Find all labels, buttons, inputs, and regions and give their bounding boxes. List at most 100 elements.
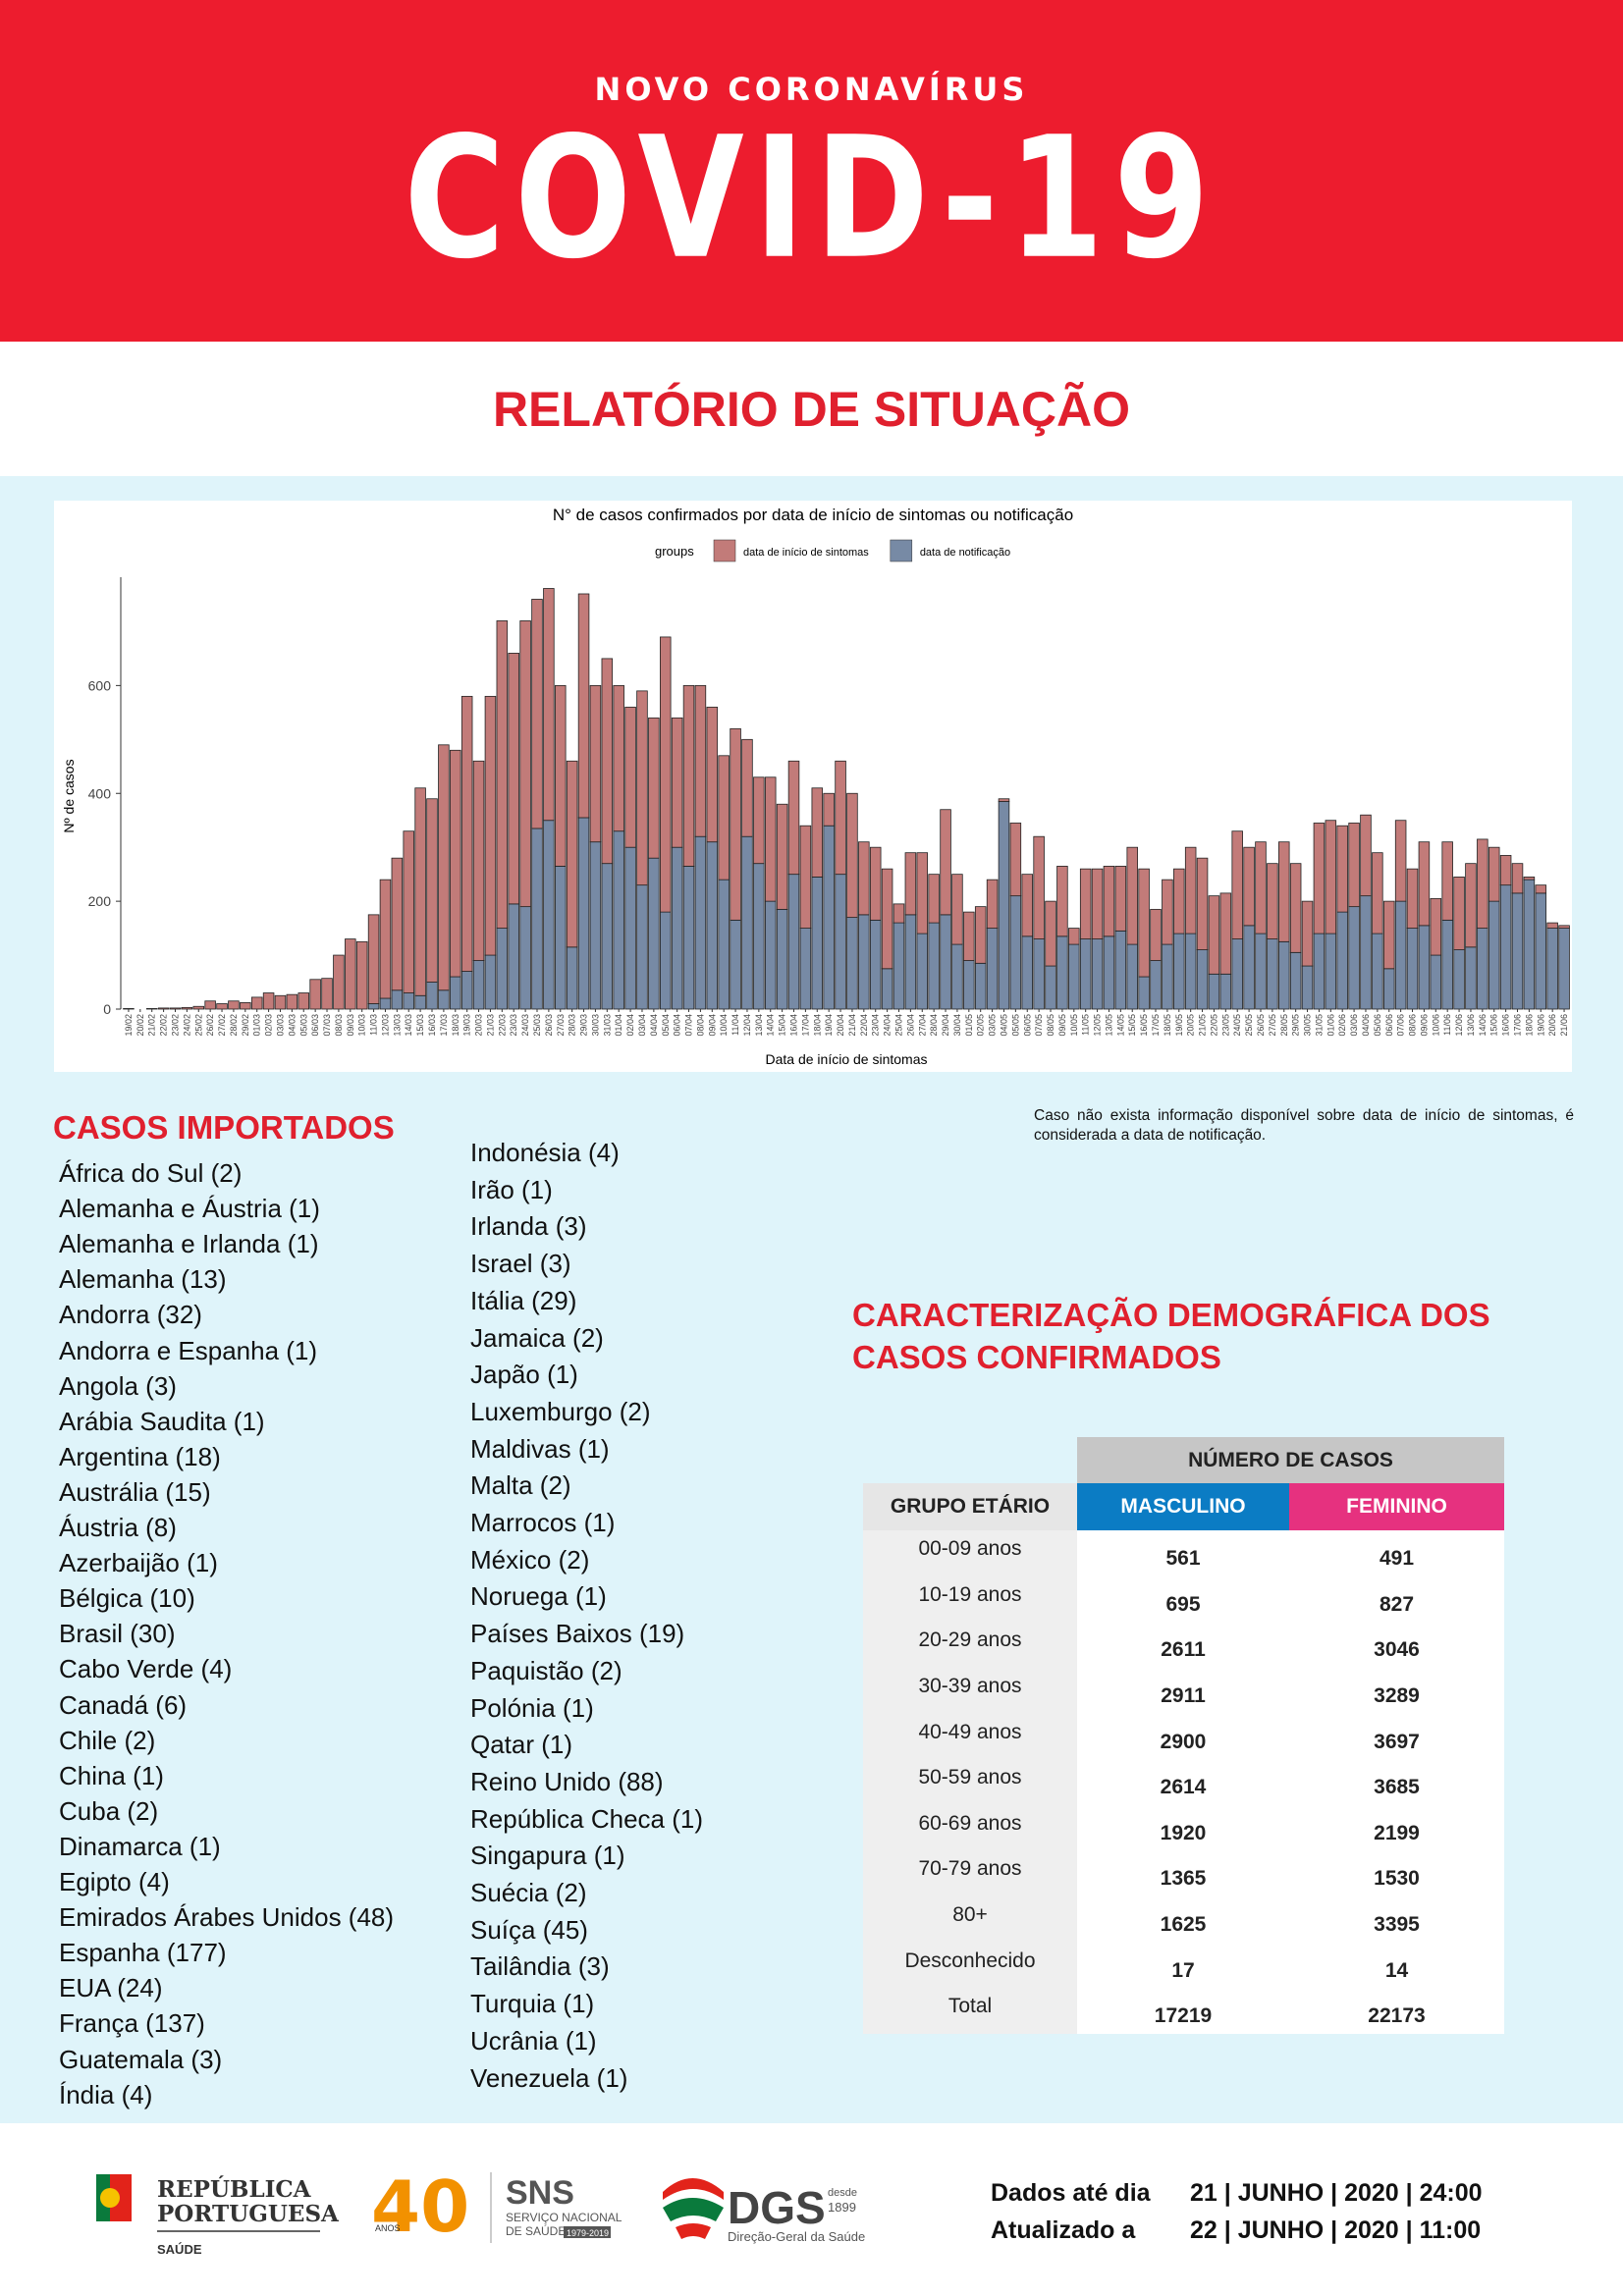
bar-segment [1091,938,1104,1010]
bar-segment [1406,868,1419,929]
country-item: Suécia (2) [470,1878,587,1907]
country-item: Arábia Saudita (1) [59,1406,265,1436]
bar-segment [787,760,800,876]
x-tick-label: 30/04 [952,1014,962,1037]
logo-text: PORTUGUESA [157,2201,340,2227]
bar-segment [671,846,683,1010]
x-tick-label: 10/04 [719,1014,729,1037]
x-tick-label: 26/02 [205,1014,215,1037]
x-tick-label: 28/02 [229,1014,239,1037]
x-tick-label: 11/04 [730,1014,740,1036]
bar-segment [1267,863,1278,939]
bar-segment [1126,846,1138,945]
bar-segment [1535,892,1547,1010]
bar-segment [928,874,940,924]
bar-segment [414,994,426,1010]
bar-segment [799,928,812,1010]
bar-segment [986,879,999,929]
bar-segment [589,841,602,1010]
country-item: Irão (1) [470,1174,553,1204]
bar-segment [496,620,509,929]
bar-segment [1184,933,1197,1010]
case-count: 1530 [1374,1867,1420,1891]
x-tick-label: 20/02 [135,1014,145,1037]
date-value: 21 | JUNHO | 2020 | 24:00 [1190,2179,1483,2207]
bar-segment [951,874,963,945]
bar-segment [321,978,333,1010]
bar-segment [1499,884,1512,1010]
bar-segment [566,946,578,1010]
bar-segment [1021,935,1033,1010]
case-count: 3697 [1374,1730,1420,1753]
bar-segment [636,884,648,1010]
logo-text: DGS [728,2182,826,2233]
country-item: Turquia (1) [470,1989,595,2019]
x-tick-label: 06/05 [1022,1014,1032,1037]
bar-segment [1068,928,1080,945]
x-tick-label: 09/04 [707,1014,717,1037]
bar-segment [1465,863,1477,948]
bar-segment [1546,928,1558,1010]
country-item: Egipto (4) [59,1867,170,1896]
bar-segment [1079,868,1092,939]
country-item: México (2) [470,1544,590,1575]
x-tick-label: 04/04 [649,1014,659,1037]
flag-red [110,2174,132,2221]
bar-segment [181,1006,193,1010]
bar-segment [450,976,461,1010]
logo-text: ANOS [375,2223,401,2233]
case-count: 1920 [1160,1821,1207,1844]
bar-segment [438,744,450,991]
x-tick-label: 24/04 [883,1014,893,1037]
bar-segment [998,798,1010,802]
x-tick-label: 17/06 [1513,1014,1523,1037]
bar-segment [1243,925,1255,1010]
bar-segment [1289,951,1302,1010]
bar-segment [893,903,905,924]
chart-title: N° de casos confirmados por data de iníc… [553,506,1073,524]
bar-segment [671,717,683,848]
country-item: Maldivas (1) [470,1433,610,1464]
bar-segment [1219,892,1232,975]
bar-segment [811,877,824,1010]
age-group: 70-79 anos [918,1857,1022,1881]
country-item: Tailândia (3) [470,1951,610,1982]
y-axis-label: Nº de casos [61,759,77,832]
x-tick-label: 06/04 [673,1014,682,1037]
x-tick-label: 23/02 [170,1014,180,1037]
x-tick-label: 05/03 [298,1014,308,1037]
x-tick-label: 05/05 [1010,1014,1020,1037]
country-item: Espanha (177) [59,1938,227,1968]
bar-segment [730,727,741,921]
bar-segment [1430,897,1442,956]
bar-segment [823,792,835,827]
logo-40: 40 [371,2165,469,2248]
bar-segment [1418,925,1431,1010]
bar-segment [1162,943,1173,1010]
bar-segment [1255,841,1267,934]
bar-segment [823,825,835,1010]
bar-segment [1138,976,1150,1010]
bar-segment [858,914,870,1010]
bar-segment [543,588,555,822]
bar-segment [1301,900,1314,967]
bar-segment [192,1005,205,1010]
bar-segment [1488,900,1500,1010]
x-tick-label: 24/05 [1232,1014,1242,1037]
country-item: Bélgica (10) [59,1583,195,1614]
x-tick-label: 11/05 [1081,1014,1091,1036]
dgs-mark [663,2198,724,2221]
x-tick-label: 22/05 [1209,1014,1218,1037]
x-tick-label: 16/03 [427,1014,437,1037]
age-group: 20-29 anos [918,1629,1022,1652]
bar-segment [1208,973,1220,1010]
chart: N° de casos confirmados por data de iníc… [61,506,1570,1067]
x-tick-label: 17/04 [800,1014,810,1037]
bar-segment [472,760,485,961]
bar-segment [601,658,614,865]
bar-segment [391,989,404,1010]
x-tick-label: 07/04 [684,1014,694,1037]
logo-text: REPÚBLICA [157,2176,312,2203]
country-item: Angola (3) [59,1370,177,1401]
bar-segment [1079,938,1092,1010]
